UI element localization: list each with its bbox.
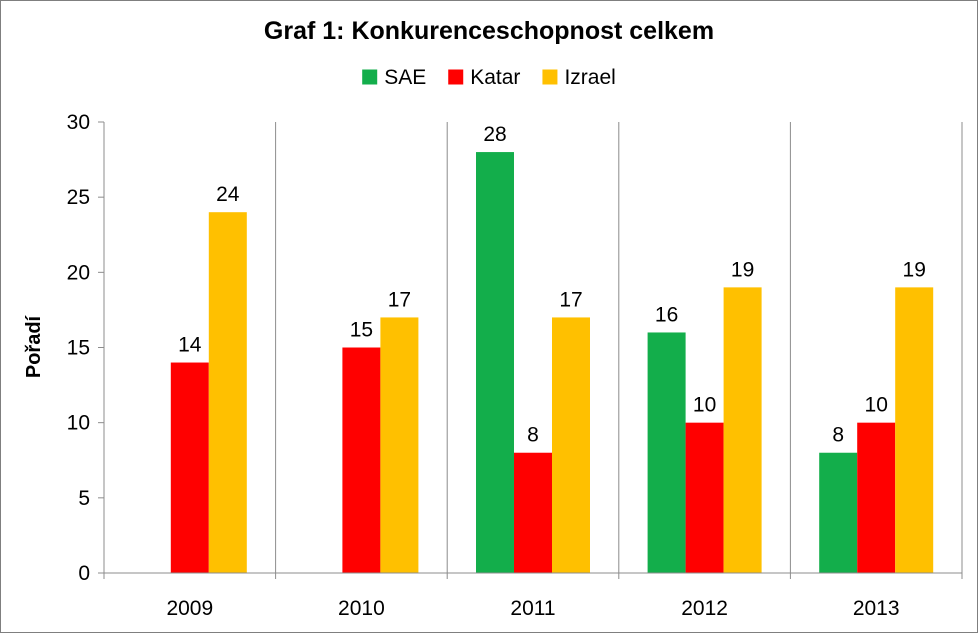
data-label: 17 [388,288,411,311]
bar-sae-2012 [647,332,686,573]
data-label: 19 [903,258,926,281]
data-label: 10 [693,394,716,417]
bar-katar-2010 [342,347,381,573]
data-label: 16 [655,303,678,326]
bar-sae-2011 [476,152,514,574]
legend-swatch-sae [362,69,378,85]
y-axis-label: Pořadí [23,314,45,378]
x-tick-label: 2012 [681,597,728,620]
bar-izrael-2009 [208,212,247,573]
grid-lines [275,122,963,573]
y-tick-label: 25 [67,186,90,209]
bar-izrael-2010 [380,317,419,573]
bar-izrael-2012 [723,287,762,573]
data-labels: 14 24 15 17 28 8 17 16 10 19 8 10 19 [178,123,926,447]
bar-izrael-2013 [895,287,934,573]
bar-katar-2012 [685,422,724,573]
data-label: 8 [832,424,844,447]
data-label: 10 [865,394,888,417]
x-tick-label: 2010 [338,597,385,620]
data-label: 17 [559,288,582,311]
x-tick-label: 2011 [510,597,555,620]
y-tick-label: 20 [67,261,90,284]
bar-sae-2013 [819,452,858,573]
bar-izrael-2011 [552,317,590,573]
y-tick-label: 5 [78,487,90,510]
y-tick-label: 10 [67,412,90,435]
y-tick-label: 0 [78,562,90,585]
data-label: 14 [178,334,202,357]
axes: 0 5 10 15 20 25 30 2009 2010 2011 2012 2013 [67,111,963,620]
data-label: 28 [483,123,506,146]
y-tick-label: 15 [67,337,90,360]
chart-title: Graf 1: Konkurenceschopnost celkem [264,17,714,45]
legend-swatch-izrael [542,69,558,85]
data-label: 19 [731,258,754,281]
legend-label: SAE [384,66,426,89]
legend-label: Katar [470,66,520,89]
data-label: 8 [527,424,539,447]
bar-katar-2011 [514,452,552,573]
legend-swatch-katar [448,69,464,85]
bars [170,152,934,574]
x-tick-label: 2013 [853,597,900,620]
y-tick-label: 30 [67,111,90,134]
data-label: 24 [216,183,240,206]
data-label: 15 [350,319,373,342]
legend-label: Izrael [564,66,615,89]
bar-katar-2009 [170,362,209,573]
bar-katar-2013 [857,422,896,573]
x-tick-label: 2009 [166,597,213,620]
legend: SAE Katar Izrael [362,66,616,89]
